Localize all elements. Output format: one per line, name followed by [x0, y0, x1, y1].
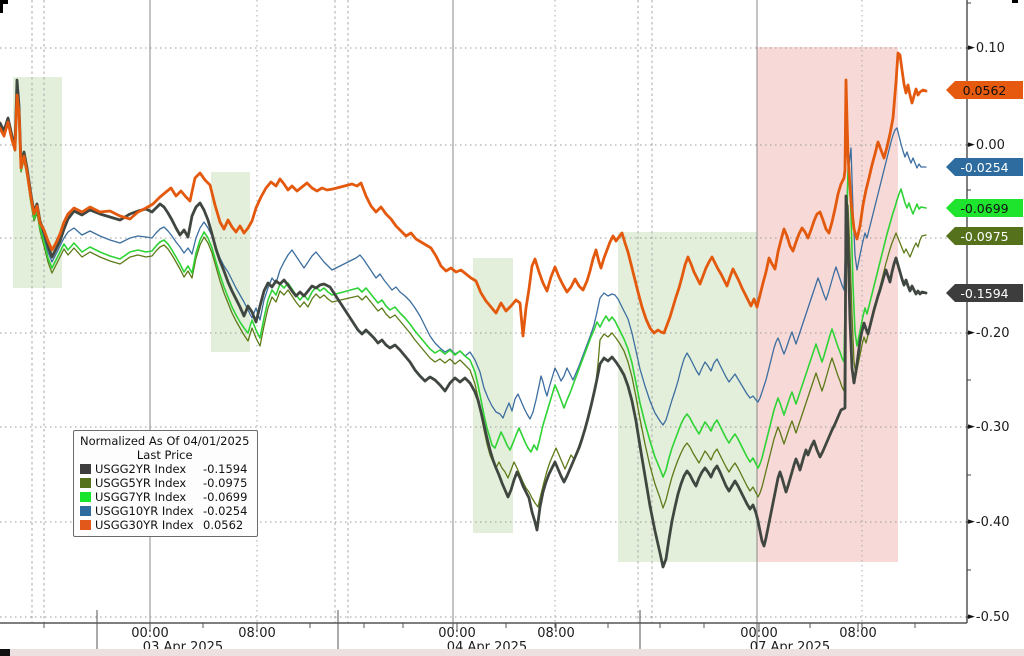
x-axis-time-label: 00:00: [131, 626, 169, 641]
y-axis-label-text: 0.00: [975, 137, 1005, 153]
x-axis-time-label: 08:00: [839, 626, 877, 641]
tick-arrow-icon: [968, 140, 975, 150]
legend-item-usgg5yr: USGG5YR Index -0.0975: [80, 476, 249, 490]
badge-value: -0.0975: [960, 228, 1009, 244]
series-swatch-icon: [80, 464, 91, 474]
legend-item-value: -0.0254: [203, 504, 248, 518]
legend-item-value: -0.0699: [203, 490, 248, 504]
footer-strip: [0, 649, 1024, 656]
badge-value: -0.0254: [960, 159, 1009, 175]
tick-arrow-icon: [968, 328, 975, 338]
y-axis-label: 0.10: [968, 40, 1005, 56]
legend-item-value: -0.0975: [203, 476, 248, 490]
screen-corner-mark: [0, 0, 8, 4]
last-price-badge-usgg5yr: -0.0975: [946, 227, 1023, 245]
legend-item-label: USGG10YR Index: [95, 504, 194, 518]
tick-arrow-icon: [968, 612, 975, 622]
last-price-badge-usgg2yr: -0.1594: [946, 284, 1023, 302]
y-axis-label-text: 0.10: [975, 40, 1005, 56]
x-axis-time-label: 08:00: [238, 626, 276, 641]
y-axis-label-text: -0.50: [975, 609, 1010, 625]
y-axis-label: 0.00: [968, 137, 1005, 153]
legend-item-label: USGG2YR Index: [95, 462, 187, 476]
tick-arrow-icon: [968, 517, 975, 527]
footer-strip-mark: [0, 649, 10, 656]
y-axis-label: -0.20: [968, 325, 1010, 341]
series-swatch-icon: [80, 506, 91, 516]
legend-item-usgg10yr: USGG10YR Index -0.0254: [80, 504, 249, 518]
y-axis-label-text: -0.20: [975, 325, 1010, 341]
legend-item-usgg30yr: USGG30YR Index 0.0562: [80, 518, 249, 532]
y-axis-label-text: -0.30: [975, 419, 1010, 435]
legend-item-usgg7yr: USGG7YR Index -0.0699: [80, 490, 249, 504]
legend-item-value: 0.0562: [203, 518, 244, 532]
legend-item-value: -0.1594: [203, 462, 248, 476]
legend-item-label: USGG30YR Index: [95, 518, 194, 532]
series-swatch-icon: [80, 478, 91, 488]
x-axis-time-label: 08:00: [537, 626, 575, 641]
last-price-badge-usgg10yr: -0.0254: [946, 158, 1023, 176]
series-swatch-icon: [80, 492, 91, 502]
x-axis-time-label: 00:00: [438, 626, 476, 641]
badge-value: 0.0562: [962, 82, 1007, 98]
y-axis-label-text: -0.40: [975, 514, 1010, 530]
tick-arrow-icon: [968, 422, 975, 432]
screen-corner-mark: [0, 0, 3, 13]
badge-value: -0.1594: [960, 285, 1009, 301]
last-price-badge-usgg30yr: 0.0562: [946, 81, 1023, 99]
y-axis-label: -0.30: [968, 419, 1010, 435]
screen-corner-mark: [1012, 0, 1018, 3]
legend-subtitle: Last Price: [136, 448, 193, 462]
badge-value: -0.0699: [960, 200, 1009, 216]
series-swatch-icon: [80, 520, 91, 530]
legend-box: Normalized As Of 04/01/2025 Last Price U…: [73, 430, 259, 537]
last-price-badge-usgg7yr: -0.0699: [946, 199, 1023, 217]
y-axis-label: -0.40: [968, 514, 1010, 530]
tick-arrow-icon: [968, 43, 975, 53]
legend-item-usgg2yr: USGG2YR Index -0.1594: [80, 462, 249, 476]
x-axis-time-label: 00:00: [740, 626, 778, 641]
y-axis-label: -0.50: [968, 609, 1010, 625]
legend-item-label: USGG5YR Index: [95, 476, 187, 490]
legend-item-label: USGG7YR Index: [95, 490, 187, 504]
legend-title: Normalized As Of 04/01/2025: [80, 434, 250, 448]
